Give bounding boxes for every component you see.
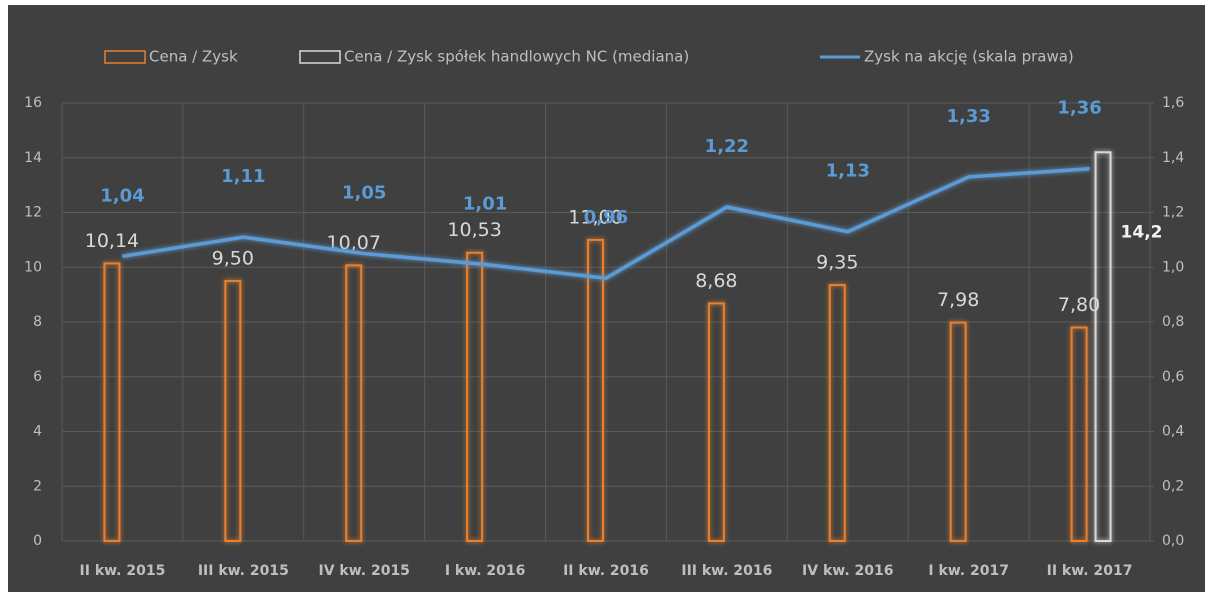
y2-tick-label: 1,4 bbox=[1162, 150, 1184, 166]
x-tick-label: I kw. 2017 bbox=[928, 563, 1009, 579]
x-tick-label: III kw. 2016 bbox=[681, 563, 772, 579]
x-tick-label: II kw. 2016 bbox=[563, 563, 649, 579]
y2-tick-label: 1,0 bbox=[1162, 259, 1184, 275]
line-value-label: 1,33 bbox=[946, 106, 990, 127]
bar-value-label: 14,2 bbox=[1121, 222, 1163, 242]
bar-value-label: 10,07 bbox=[327, 232, 381, 254]
bar bbox=[345, 264, 363, 542]
bar-value-label: 7,80 bbox=[1058, 294, 1100, 316]
x-tick-label: IV kw. 2015 bbox=[319, 563, 410, 579]
y2-tick-label: 1,2 bbox=[1162, 205, 1184, 221]
legend-label: Cena / Zysk bbox=[149, 48, 238, 66]
bar-value-label: 8,68 bbox=[695, 270, 737, 292]
y2-tick-label: 0,6 bbox=[1162, 369, 1184, 385]
line-value-label: 1,01 bbox=[463, 194, 507, 215]
x-tick-label: III kw. 2015 bbox=[198, 563, 289, 579]
x-tick-label: I kw. 2016 bbox=[445, 563, 526, 579]
legend-swatch bbox=[104, 50, 146, 64]
y-tick-label: 14 bbox=[24, 150, 42, 166]
y2-tick-label: 0,4 bbox=[1162, 424, 1184, 440]
y-tick-label: 2 bbox=[33, 478, 42, 494]
y-tick-label: 6 bbox=[33, 369, 42, 385]
line-value-label: 1,36 bbox=[1057, 98, 1101, 119]
line-value-label: 1,04 bbox=[100, 185, 144, 206]
y-tick-label: 0 bbox=[33, 533, 42, 549]
y-tick-label: 8 bbox=[33, 314, 42, 330]
bar bbox=[587, 238, 604, 542]
bar-value-label: 10,53 bbox=[447, 219, 501, 241]
y-tick-label: 10 bbox=[24, 259, 42, 275]
line-value-label: 1,05 bbox=[342, 183, 386, 204]
bar bbox=[1070, 326, 1088, 542]
y2-tick-label: 0,0 bbox=[1162, 533, 1184, 549]
bar bbox=[466, 251, 484, 543]
bar bbox=[707, 302, 725, 543]
x-tick-label: II kw. 2015 bbox=[80, 563, 166, 579]
y2-tick-label: 1,6 bbox=[1162, 95, 1184, 111]
line bbox=[122, 166, 1090, 281]
y-tick-label: 4 bbox=[33, 424, 42, 440]
legend-label: Zysk na akcję (skala prawa) bbox=[864, 48, 1074, 66]
bar-value-label: 9,50 bbox=[212, 247, 254, 269]
y2-tick-label: 0,2 bbox=[1162, 478, 1184, 494]
legend-label: Cena / Zysk spółek handlowych NC (median… bbox=[344, 48, 689, 66]
legend-swatch bbox=[299, 50, 341, 64]
line-value-label: 1,22 bbox=[705, 136, 749, 157]
y2-tick-label: 0,8 bbox=[1162, 314, 1184, 330]
line-value-label: 0,96 bbox=[584, 207, 628, 228]
chart-background bbox=[8, 5, 1205, 592]
bar bbox=[224, 279, 242, 542]
bar bbox=[1094, 151, 1112, 542]
bar bbox=[103, 262, 121, 542]
y-tick-label: 12 bbox=[24, 205, 42, 221]
line-value-label: 1,13 bbox=[826, 161, 870, 182]
bar-value-label: 9,35 bbox=[816, 252, 858, 274]
bar-value-label: 10,14 bbox=[85, 230, 139, 252]
bar-value-label: 11,00 bbox=[568, 206, 622, 228]
line-value-label: 1,11 bbox=[221, 166, 265, 187]
y-tick-label: 16 bbox=[24, 95, 42, 111]
bar bbox=[949, 321, 967, 542]
x-tick-label: II kw. 2017 bbox=[1047, 563, 1133, 579]
x-tick-label: IV kw. 2016 bbox=[802, 563, 893, 579]
bar-value-label: 7,98 bbox=[937, 289, 979, 311]
bar bbox=[828, 284, 846, 543]
